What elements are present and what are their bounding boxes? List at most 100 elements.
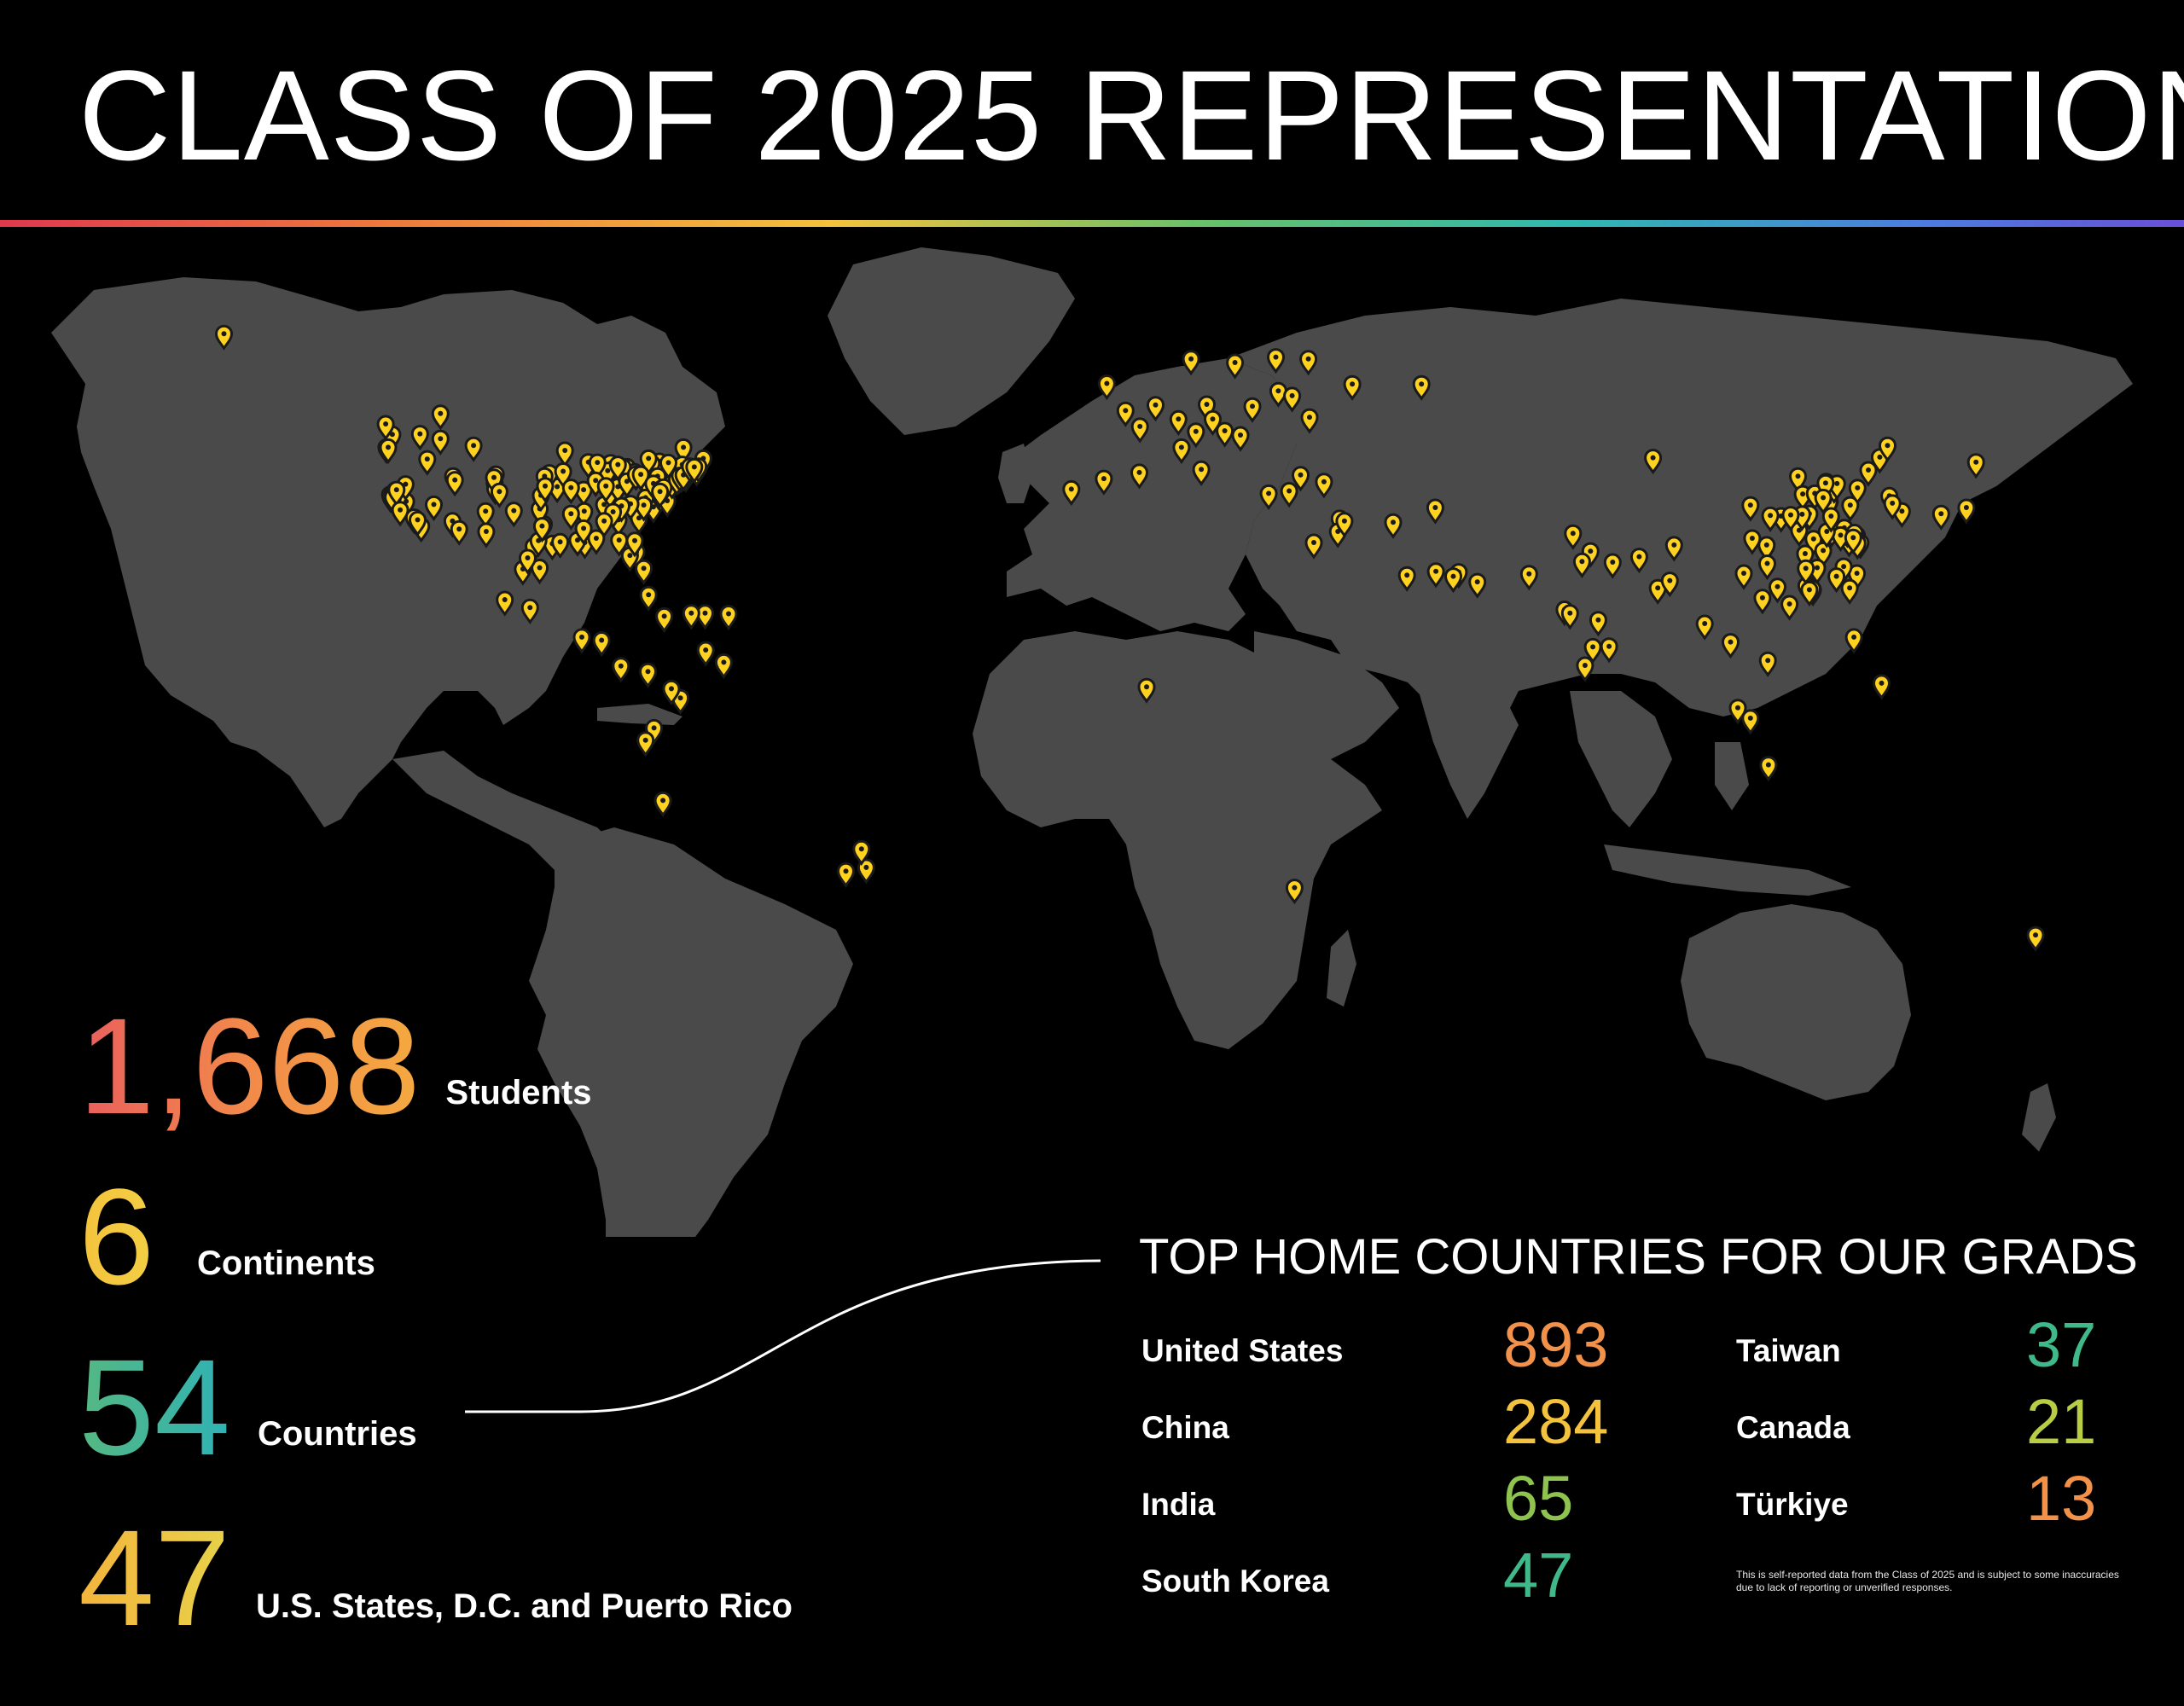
- map-pin-icon: [1412, 374, 1431, 401]
- map-pin-icon: [1097, 374, 1116, 401]
- map-pin-icon: [596, 477, 615, 503]
- map-pin-icon: [1883, 494, 1902, 520]
- map-pin-icon: [520, 598, 539, 625]
- map-pin-icon: [1768, 577, 1787, 604]
- map-pin-icon: [376, 415, 395, 441]
- map-pin-icon: [588, 453, 607, 479]
- map-pin-icon: [655, 606, 674, 634]
- map-pin-icon: [1519, 565, 1538, 591]
- map-pin-icon: [636, 731, 655, 757]
- rainbow-divider: [0, 220, 2184, 227]
- map-pin-icon: [496, 590, 514, 617]
- map-pin-icon: [1426, 498, 1444, 525]
- map-pin-icon: [504, 502, 523, 528]
- map-pin-icon: [1781, 506, 1800, 532]
- map-pin-icon: [572, 628, 591, 654]
- map-pin-icon: [1957, 498, 1976, 525]
- map-pin-icon: [1564, 524, 1583, 550]
- map-pin-icon: [1695, 614, 1714, 641]
- uk-landmass: [998, 444, 1032, 503]
- map-pin-icon: [1841, 496, 1860, 522]
- map-pin-icon: [1130, 417, 1149, 444]
- map-pin-icon: [214, 324, 234, 351]
- map-pin-icon: [424, 495, 444, 522]
- country-count: 47: [1503, 1540, 1574, 1610]
- stat-number: 47: [78, 1501, 230, 1654]
- greenland-landmass: [828, 247, 1075, 435]
- map-pin-icon: [1283, 386, 1302, 413]
- north-america-landmass: [51, 277, 725, 827]
- map-pin-icon: [555, 441, 574, 467]
- map-pin-icon: [1192, 460, 1211, 487]
- map-pin-icon: [714, 653, 733, 680]
- stat-number: 1,668: [78, 989, 421, 1142]
- country-name: India: [1141, 1487, 1216, 1522]
- map-pin-icon: [1343, 374, 1362, 401]
- map-pin-icon: [1130, 463, 1149, 490]
- map-pin-icon: [651, 482, 670, 508]
- stat-continents: 6 Continents: [78, 1169, 375, 1305]
- location-pins: [214, 324, 2045, 952]
- southeast-asia-landmass: [1570, 691, 1672, 827]
- country-name: Türkiye: [1736, 1487, 1849, 1522]
- country-count: 13: [2026, 1463, 2097, 1534]
- map-pin-icon: [464, 436, 483, 462]
- map-pin-icon: [638, 662, 658, 688]
- philippines-landmass: [1715, 742, 1749, 810]
- map-pin-icon: [1644, 449, 1663, 475]
- map-pin-icon: [1062, 479, 1081, 507]
- map-pin-icon: [1931, 504, 1950, 531]
- map-pin-icon: [1560, 604, 1579, 630]
- map-pin-icon: [1629, 548, 1648, 574]
- map-pin-icon: [536, 477, 555, 503]
- map-pin-icon: [1753, 589, 1772, 615]
- map-pin-icon: [682, 604, 700, 630]
- map-pin-icon: [551, 532, 570, 560]
- map-pin-icon: [1600, 637, 1618, 664]
- map-pin-icon: [379, 438, 398, 465]
- map-pin-icon: [1576, 656, 1594, 682]
- map-pin-icon: [450, 519, 468, 546]
- map-pin-icon: [391, 501, 410, 527]
- map-pin-icon: [1468, 572, 1487, 599]
- map-pin-icon: [1878, 436, 1897, 462]
- stat-label: Countries: [257, 1415, 417, 1453]
- map-pin-icon: [1844, 628, 1863, 654]
- map-pin-icon: [1741, 496, 1760, 522]
- map-pin-icon: [531, 559, 549, 585]
- new-zealand-landmass: [2022, 1083, 2056, 1152]
- map-pin-icon: [1300, 408, 1319, 434]
- map-pin-icon: [635, 559, 653, 585]
- country-name: South Korea: [1141, 1564, 1329, 1599]
- map-pin-icon: [635, 496, 653, 522]
- map-pin-icon: [1335, 512, 1354, 538]
- map-pin-icon: [653, 791, 672, 818]
- madagascar-landmass: [1327, 930, 1356, 1007]
- map-pin-icon: [1116, 401, 1135, 427]
- map-pin-icon: [719, 605, 738, 631]
- africa-landmass: [973, 631, 1382, 1049]
- map-pin-icon: [836, 862, 856, 888]
- map-pin-icon: [1572, 552, 1591, 579]
- map-pin-icon: [1259, 484, 1278, 511]
- map-pin-icon: [639, 585, 658, 612]
- country-name: China: [1141, 1410, 1229, 1445]
- map-pin-icon: [1187, 422, 1205, 449]
- map-pin-icon: [1583, 637, 1602, 664]
- map-pin-icon: [1226, 353, 1245, 380]
- map-pin-icon: [1384, 513, 1403, 539]
- stat-us-states: 47 U.S. States, D.C. and Puerto Rico: [78, 1510, 793, 1646]
- map-pin-icon: [610, 531, 629, 557]
- map-pin-icon: [1397, 566, 1416, 592]
- map-pin-icon: [1827, 567, 1846, 594]
- map-pin-icon: [1266, 348, 1286, 374]
- stat-label: U.S. States, D.C. and Puerto Rico: [255, 1587, 793, 1625]
- map-pin-icon: [1780, 595, 1799, 621]
- map-pin-icon: [1443, 567, 1463, 594]
- map-pin-icon: [1758, 651, 1777, 677]
- country-name: Canada: [1736, 1410, 1850, 1445]
- map-pin-icon: [408, 510, 427, 537]
- map-pin-icon: [1243, 397, 1262, 423]
- stat-students: 1,668 Students: [78, 998, 592, 1134]
- arabia-landmass: [1254, 631, 1399, 759]
